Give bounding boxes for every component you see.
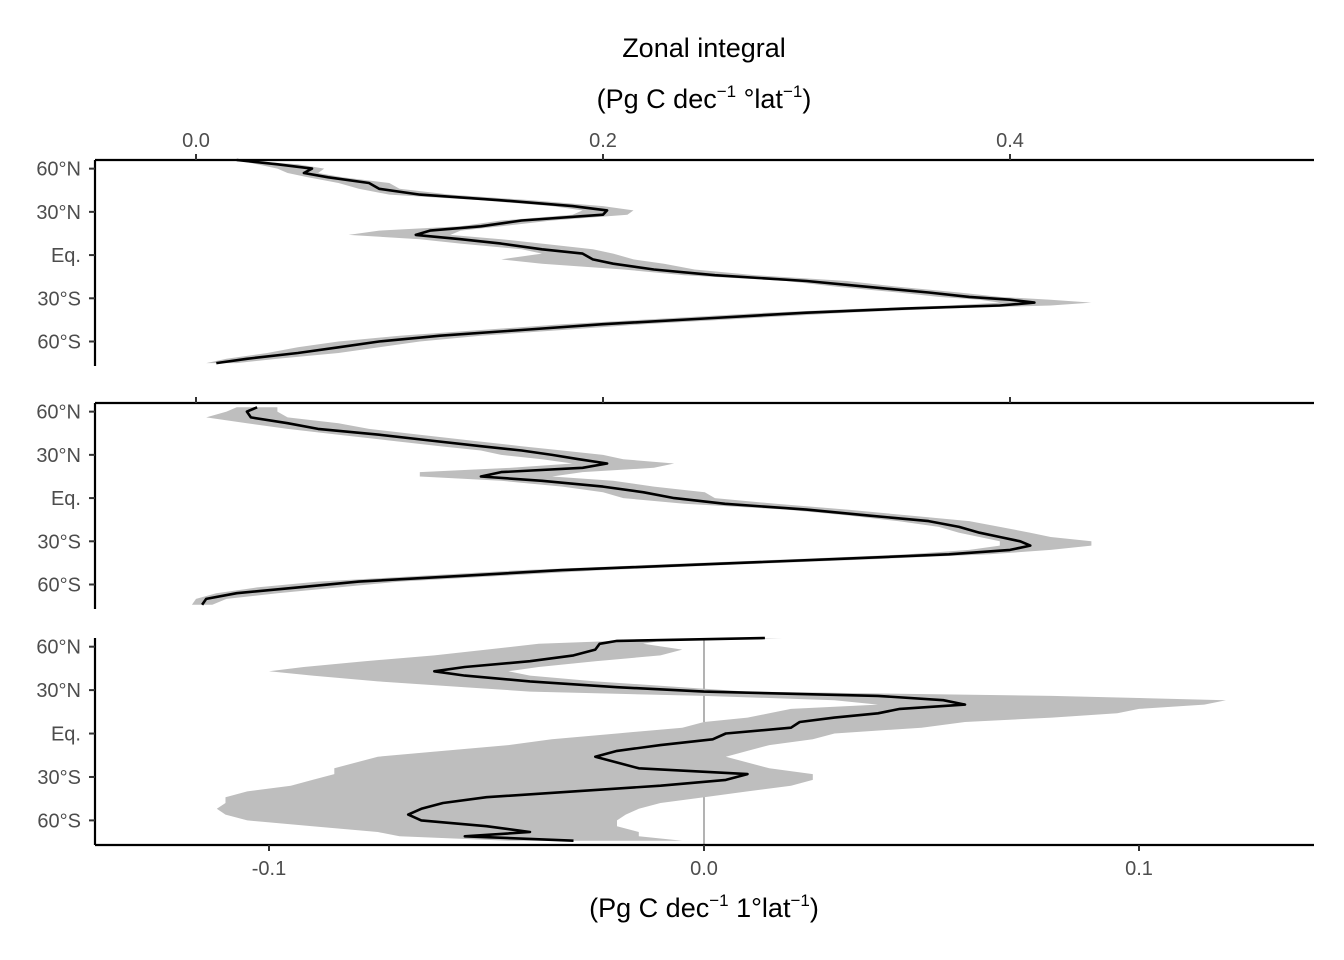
mean-line — [406, 636, 967, 842]
plot-layer: 60°N 30°N Eq. 30°S 60°S 0.0 0.2 0.4 60°N 30°N Eq. 3… — [36, 130, 1314, 880]
top-axis-title-part-1: −1 — [717, 82, 736, 101]
y-tick-label: 30°N — [36, 202, 81, 224]
y-tick-label: Eq. — [51, 488, 81, 510]
top-x-tick-label: 0.2 — [589, 130, 617, 152]
bottom-x-tick-label: -0.1 — [252, 858, 286, 880]
y-tick-label: Eq. — [51, 245, 81, 267]
top-axis-title-part-3: −1 — [783, 82, 802, 101]
y-tick-label: 30°N — [36, 680, 81, 702]
top-x-tick-label: 0.0 — [182, 130, 210, 152]
bottom-axis-title: (Pg C dec−1 1°lat−1) — [589, 891, 819, 923]
mean-line — [216, 158, 1036, 365]
panel-3: 60°N 30°N Eq. 30°S 60°S -0.1 0.0 0.1 — [36, 637, 1314, 880]
top-axis-title-line2: (Pg C dec−1 °lat−1) — [597, 82, 812, 114]
bottom-axis-title-part-3: −1 — [790, 891, 809, 910]
y-tick-label: 30°N — [36, 445, 81, 467]
panel-2: 60°N 30°N Eq. 30°S 60°S — [36, 397, 1314, 609]
bottom-axis-title-part-0: (Pg C dec — [589, 893, 709, 923]
y-tick-label: Eq. — [51, 724, 81, 746]
y-tick-label: 30°S — [37, 288, 81, 310]
top-axis-title-line1: Zonal integral — [622, 33, 786, 63]
mean-line — [201, 406, 1032, 606]
y-tick-label: 30°S — [37, 531, 81, 553]
y-tick-label: 60°N — [36, 159, 81, 181]
bottom-x-tick-label: 0.1 — [1125, 858, 1153, 880]
top-axis-title-part-4: ) — [802, 84, 811, 114]
uncertainty-band — [206, 160, 1092, 364]
bottom-axis-title-part-2: 1°lat — [729, 893, 791, 923]
top-axis-title-part-0: (Pg C dec — [597, 84, 717, 114]
y-tick-label: 60°N — [36, 402, 81, 424]
y-tick-label: 60°N — [36, 637, 81, 659]
y-tick-label: 60°S — [37, 810, 81, 832]
top-x-tick-label: 0.4 — [996, 130, 1024, 152]
uncertainty-band — [216, 638, 1227, 841]
bottom-x-tick-label: 0.0 — [690, 858, 718, 880]
top-axis-title-part-2: °lat — [736, 84, 783, 114]
panel-1: 60°N 30°N Eq. 30°S 60°S 0.0 0.2 0.4 — [36, 130, 1314, 366]
bottom-axis-title-part-4: ) — [810, 893, 819, 923]
y-tick-label: 30°S — [37, 767, 81, 789]
y-tick-label: 60°S — [37, 332, 81, 354]
bottom-axis-title-part-1: −1 — [709, 891, 728, 910]
uncertainty-band — [191, 407, 1092, 605]
y-tick-label: 60°S — [37, 575, 81, 597]
